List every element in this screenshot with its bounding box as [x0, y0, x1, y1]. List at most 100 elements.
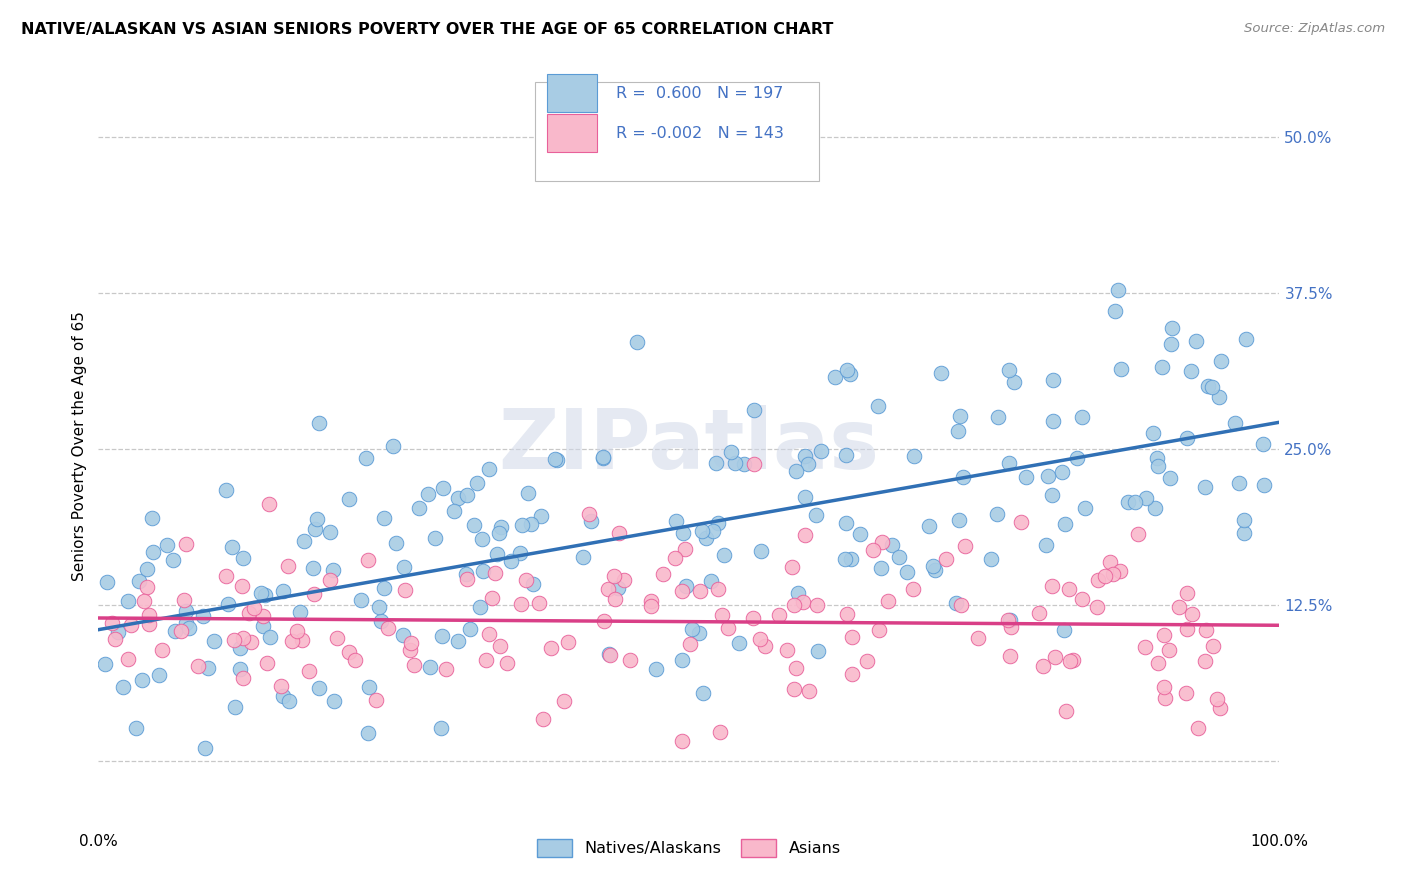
- Point: [94, 657, 117, 672]
- Point: [124, 721, 146, 735]
- Point: [1094, 569, 1116, 583]
- Point: [527, 596, 550, 610]
- Point: [510, 517, 533, 532]
- Y-axis label: Seniors Poverty Over the Age of 65: Seniors Poverty Over the Age of 65: [72, 311, 87, 581]
- Point: [671, 734, 693, 748]
- Point: [835, 448, 858, 462]
- Point: [250, 586, 273, 600]
- Point: [150, 643, 173, 657]
- Point: [305, 512, 328, 526]
- Point: [229, 640, 252, 655]
- Point: [356, 725, 378, 739]
- Point: [870, 534, 893, 549]
- FancyBboxPatch shape: [547, 74, 596, 112]
- Point: [1000, 648, 1022, 663]
- Point: [1010, 516, 1032, 530]
- Point: [868, 623, 890, 637]
- Point: [695, 532, 717, 546]
- Point: [855, 654, 877, 668]
- Point: [882, 538, 904, 552]
- Point: [1042, 373, 1064, 387]
- Point: [302, 561, 325, 575]
- Point: [1157, 643, 1180, 657]
- Point: [690, 524, 713, 538]
- Point: [681, 623, 703, 637]
- Point: [319, 524, 342, 539]
- Point: [557, 634, 579, 648]
- Point: [903, 449, 925, 463]
- Point: [1153, 681, 1175, 695]
- Point: [1146, 450, 1168, 465]
- Point: [619, 653, 641, 667]
- Point: [949, 409, 972, 423]
- Point: [259, 630, 281, 644]
- Point: [128, 574, 150, 588]
- Point: [640, 594, 662, 608]
- Point: [187, 659, 209, 673]
- Point: [866, 399, 889, 413]
- Point: [1054, 704, 1077, 718]
- Point: [323, 694, 346, 708]
- Point: [598, 647, 620, 661]
- Point: [486, 547, 509, 561]
- Point: [191, 608, 214, 623]
- Point: [302, 586, 325, 600]
- Point: [1161, 321, 1184, 335]
- Point: [531, 712, 554, 726]
- Point: [1126, 527, 1149, 541]
- Point: [174, 536, 197, 550]
- Point: [605, 591, 627, 606]
- Point: [922, 558, 945, 573]
- Point: [1175, 622, 1198, 636]
- Point: [689, 583, 711, 598]
- Point: [1042, 414, 1064, 428]
- Point: [96, 574, 118, 589]
- Point: [368, 599, 391, 614]
- Point: [484, 566, 506, 581]
- Point: [1234, 332, 1257, 346]
- Point: [598, 582, 620, 596]
- Point: [841, 552, 863, 566]
- Point: [270, 679, 292, 693]
- Point: [489, 639, 512, 653]
- Point: [1052, 623, 1074, 637]
- Point: [785, 661, 807, 675]
- Point: [252, 609, 274, 624]
- Point: [1211, 354, 1233, 368]
- Point: [232, 631, 254, 645]
- Point: [253, 588, 276, 602]
- Point: [1035, 538, 1057, 552]
- Point: [948, 424, 970, 438]
- Text: NATIVE/ALASKAN VS ASIAN SENIORS POVERTY OVER THE AGE OF 65 CORRELATION CHART: NATIVE/ALASKAN VS ASIAN SENIORS POVERTY …: [21, 22, 834, 37]
- Point: [292, 533, 315, 548]
- Point: [304, 522, 326, 536]
- Point: [783, 598, 806, 612]
- Point: [1074, 500, 1097, 515]
- Point: [141, 511, 163, 525]
- Point: [950, 598, 973, 612]
- Point: [1147, 656, 1170, 670]
- Point: [530, 509, 553, 524]
- Point: [271, 689, 294, 703]
- Point: [256, 656, 278, 670]
- Point: [1070, 410, 1092, 425]
- Point: [997, 613, 1019, 627]
- Point: [194, 741, 217, 756]
- Point: [1015, 470, 1038, 484]
- Point: [592, 450, 614, 464]
- Point: [298, 665, 321, 679]
- Point: [350, 593, 373, 607]
- Point: [319, 573, 342, 587]
- Point: [787, 586, 810, 600]
- Point: [768, 608, 790, 623]
- Point: [870, 561, 893, 575]
- Point: [478, 462, 501, 476]
- Point: [987, 410, 1010, 425]
- Point: [509, 546, 531, 560]
- Point: [806, 598, 828, 612]
- Point: [499, 554, 522, 568]
- Point: [1251, 437, 1274, 451]
- Point: [724, 456, 747, 470]
- Point: [797, 684, 820, 698]
- Point: [645, 662, 668, 676]
